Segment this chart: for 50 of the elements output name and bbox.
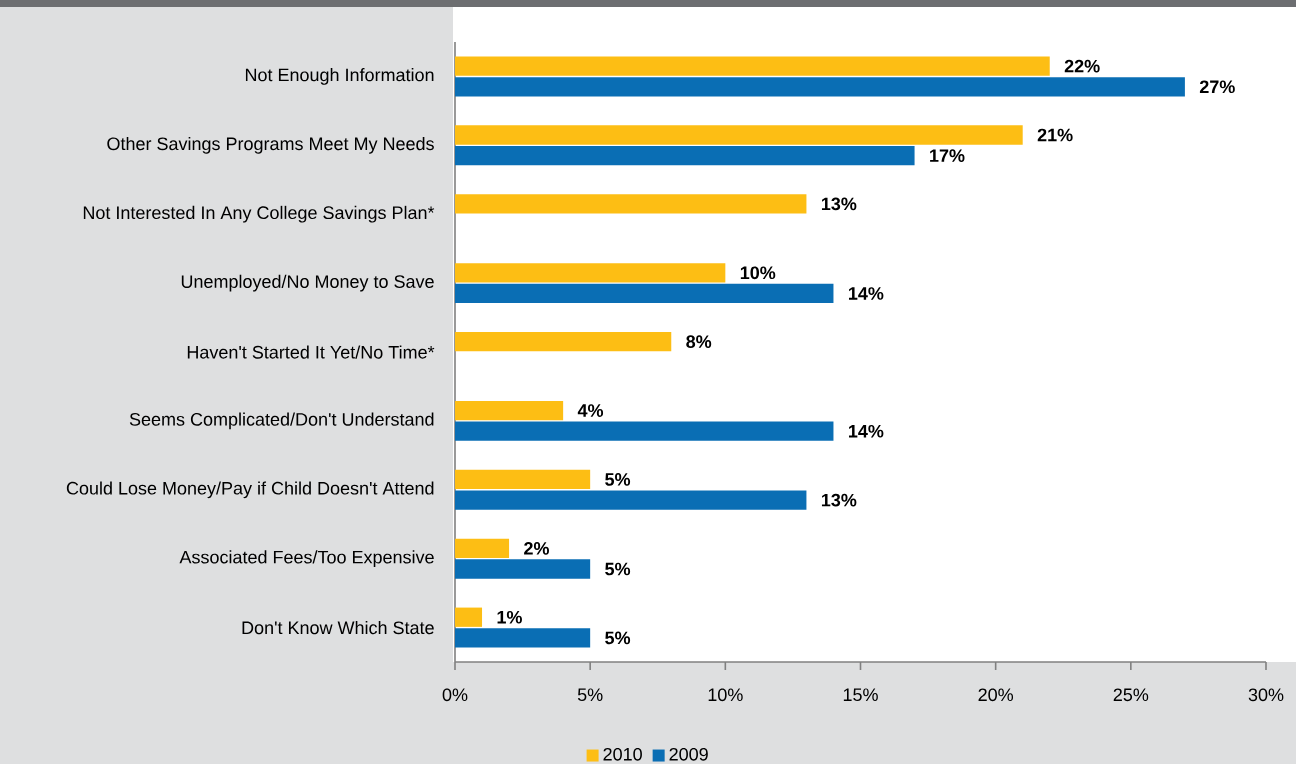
data-label: 13% [821, 493, 857, 507]
y-tick-label: Haven't Started It Yet/No Time* [187, 345, 435, 359]
legend-label: 2010 [603, 747, 642, 761]
bar [455, 559, 591, 579]
y-tick-label: Seems Complicated/Don't Understand [129, 412, 434, 430]
data-label: 17% [930, 149, 965, 162]
x-tick-label: 25% [1113, 688, 1149, 702]
x-tick-label: 5% [577, 688, 603, 701]
data-label: 4% [577, 404, 604, 417]
x-tick-label: 0% [442, 688, 468, 702]
y-tick-label: Not Enough Information [245, 67, 434, 85]
bar [455, 607, 483, 627]
bar [455, 56, 1050, 76]
y-tick-label: Not Interested In Any College Savings Plan* [83, 205, 435, 223]
data-label: 27% [1199, 80, 1235, 94]
bar [455, 538, 510, 558]
bar [455, 263, 726, 283]
y-tick-label: Could Lose Money/Pay if Child Doesn't Attend [66, 481, 434, 499]
y-tick-label: Other Savings Programs Meet My Needs [107, 136, 434, 154]
bar [455, 331, 672, 352]
bar [455, 490, 807, 510]
bar [455, 469, 591, 490]
bar [455, 400, 564, 421]
legend-label: 2009 [669, 747, 708, 761]
x-tick-label: 15% [843, 688, 878, 701]
data-label: 14% [848, 424, 884, 438]
bar [455, 125, 1023, 145]
data-label: 1% [497, 610, 522, 624]
data-label: 14% [848, 287, 884, 300]
data-label: 13% [821, 197, 857, 211]
x-tick-label: 30% [1248, 688, 1284, 702]
bar [455, 194, 807, 214]
data-label: 5% [605, 473, 631, 486]
data-label: 10% [740, 266, 776, 280]
data-label: 5% [605, 562, 631, 576]
x-tick-label: 20% [978, 688, 1014, 702]
bar [455, 77, 1185, 97]
bar [455, 628, 591, 648]
data-label: 22% [1064, 59, 1100, 73]
bar [455, 283, 834, 304]
x-tick-label: 10% [708, 688, 743, 702]
data-label: 2% [524, 541, 549, 555]
y-tick-label: Unemployed/No Money to Save [181, 274, 434, 292]
data-label: 5% [605, 631, 631, 645]
data-label: 8% [686, 335, 712, 348]
bar [455, 145, 915, 166]
data-label: 21% [1037, 128, 1073, 142]
bar [455, 421, 834, 441]
y-tick-label: Associated Fees/Too Expensive [179, 550, 434, 567]
y-tick-label: Don't Know Which State [242, 620, 434, 635]
